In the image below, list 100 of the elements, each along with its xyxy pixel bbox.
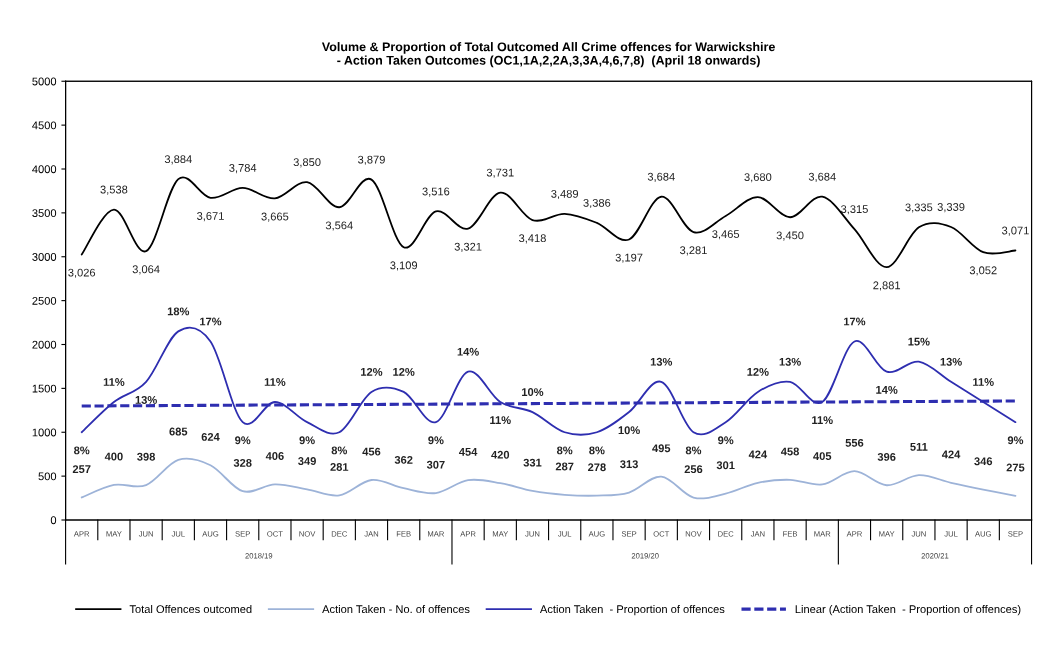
y-tick-label: 500 (38, 472, 57, 481)
data-label: 3,884 (164, 155, 192, 165)
data-label: 14% (876, 385, 898, 394)
data-label: 3,879 (358, 155, 385, 165)
data-label: 456 (362, 447, 381, 456)
y-tick-label: 1500 (32, 384, 57, 393)
data-label: 13% (940, 357, 962, 366)
data-label: 8% (557, 446, 573, 455)
data-label: 15% (908, 337, 930, 346)
data-label: 495 (652, 444, 671, 453)
data-label: 3,109 (390, 261, 418, 271)
data-label: 17% (844, 317, 866, 326)
legend-label: Action Taken - Proportion of offences (539, 604, 725, 616)
data-label: 256 (684, 465, 703, 474)
data-label: 10% (522, 388, 544, 396)
data-label: 328 (233, 458, 252, 467)
data-label: 3,684 (647, 172, 675, 182)
data-label: 9% (1007, 436, 1024, 445)
data-label: 3,784 (229, 164, 257, 174)
data-label: 11% (812, 416, 833, 425)
data-label: 405 (813, 452, 832, 461)
legend-label: Linear (Action Taken - Proportion of offences) (795, 604, 1021, 616)
data-label: 406 (265, 452, 284, 460)
data-label: 301 (716, 461, 735, 470)
data-label: 8% (331, 446, 348, 455)
data-label: 3,665 (261, 212, 289, 222)
data-label: 257 (72, 465, 91, 474)
data-label: 3,339 (937, 203, 965, 213)
data-label: 3,680 (744, 173, 772, 183)
data-label: 3,538 (100, 185, 128, 195)
data-label: 11% (264, 378, 286, 386)
data-label: 13% (779, 357, 801, 366)
data-label: 8% (74, 446, 90, 455)
data-label: 400 (104, 452, 123, 461)
data-label: 3,281 (679, 246, 707, 256)
data-label: 9% (235, 436, 251, 445)
data-label: 3,516 (422, 187, 450, 197)
data-label: 8% (685, 446, 702, 455)
data-label: 349 (298, 457, 316, 465)
data-label: 3,450 (776, 231, 804, 241)
legend-label: Total Offences outcomed (129, 604, 252, 614)
y-tick-label: 2000 (32, 340, 57, 349)
data-label: 3,071 (1001, 226, 1029, 236)
y-tick-label: 4500 (32, 121, 57, 130)
data-label: 511 (910, 442, 928, 451)
data-label: 12% (393, 367, 415, 376)
data-label: 362 (394, 455, 413, 464)
y-tick-label: 4000 (32, 165, 57, 174)
data-label: 3,564 (325, 221, 353, 231)
data-label: 278 (587, 463, 606, 472)
data-label: 12% (747, 367, 769, 376)
data-label: 13% (650, 357, 673, 366)
data-label: 685 (169, 427, 188, 436)
data-label: 281 (330, 463, 349, 471)
data-label: 17% (200, 317, 222, 326)
data-label: 3,197 (615, 253, 643, 263)
data-label: 3,052 (969, 266, 997, 276)
data-label: 3,731 (486, 168, 514, 178)
data-label: 3,465 (712, 230, 740, 240)
data-label: 424 (748, 450, 768, 459)
data-label: 458 (780, 447, 799, 456)
data-label: 8% (589, 446, 605, 455)
data-label: 12% (361, 367, 383, 376)
y-tick-label: 0 (50, 516, 57, 525)
y-tick-label: 1000 (32, 428, 57, 437)
data-label: 307 (426, 460, 445, 469)
data-label: 3,684 (808, 172, 836, 182)
y-tick-label: 3500 (32, 209, 57, 218)
data-label: 11% (103, 378, 125, 386)
data-label: 3,418 (519, 234, 546, 244)
data-label: 3,335 (905, 203, 933, 213)
y-tick-label: 5000 (32, 77, 57, 86)
data-label: 3,064 (132, 265, 160, 275)
data-label: 18% (167, 307, 190, 316)
data-label: 275 (1006, 463, 1025, 472)
data-label: 454 (458, 447, 478, 456)
data-label: 424 (941, 450, 961, 459)
data-label: 556 (845, 438, 864, 447)
y-tick-label: 3000 (32, 253, 57, 261)
data-label: 9% (299, 436, 315, 445)
data-label: 396 (877, 452, 896, 461)
data-label: 14% (457, 347, 479, 356)
data-label: 11% (973, 378, 994, 386)
data-label: 11% (490, 416, 511, 425)
data-label: 287 (555, 462, 574, 471)
data-label: 9% (428, 436, 444, 445)
data-label: 420 (491, 450, 510, 459)
data-label: 346 (974, 457, 993, 466)
data-label: 13% (135, 396, 157, 404)
data-label: 3,026 (68, 268, 96, 278)
data-label: 3,315 (840, 205, 868, 215)
data-label: 398 (137, 452, 156, 461)
y-tick-label: 2500 (32, 296, 57, 305)
data-label: 331 (523, 458, 542, 467)
legend-label: Action Taken - No. of offences (322, 604, 470, 614)
data-label: 3,321 (454, 242, 482, 252)
data-label: 3,386 (583, 198, 611, 209)
data-label: 313 (620, 460, 638, 469)
data-label: 9% (718, 436, 734, 445)
data-label: 3,489 (551, 189, 579, 200)
